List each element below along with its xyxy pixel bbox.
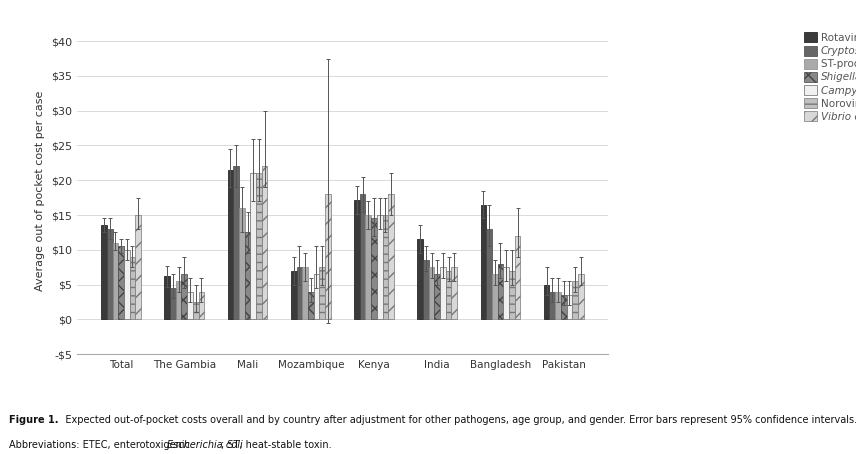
- Bar: [354, 200, 360, 319]
- Bar: [418, 239, 423, 319]
- Bar: [199, 291, 205, 319]
- Bar: [234, 166, 239, 319]
- Bar: [567, 295, 573, 319]
- Bar: [480, 205, 486, 319]
- Bar: [366, 215, 372, 319]
- Bar: [302, 267, 308, 319]
- Bar: [423, 260, 429, 319]
- Bar: [514, 236, 520, 319]
- Bar: [440, 267, 446, 319]
- Text: ; ST, heat-stable toxin.: ; ST, heat-stable toxin.: [221, 440, 331, 450]
- Text: Escherichia coli: Escherichia coli: [167, 440, 242, 450]
- Bar: [451, 267, 457, 319]
- Bar: [497, 264, 503, 319]
- Bar: [509, 271, 514, 319]
- Bar: [296, 267, 302, 319]
- Bar: [319, 267, 325, 319]
- Bar: [434, 274, 440, 319]
- Bar: [262, 166, 267, 319]
- Bar: [187, 291, 193, 319]
- Bar: [256, 173, 262, 319]
- Bar: [556, 291, 561, 319]
- Bar: [107, 229, 112, 319]
- Bar: [377, 215, 383, 319]
- Bar: [170, 288, 175, 319]
- Bar: [544, 285, 550, 319]
- Bar: [124, 250, 129, 319]
- Bar: [573, 281, 578, 319]
- Bar: [486, 229, 492, 319]
- Bar: [372, 218, 377, 319]
- Bar: [389, 194, 394, 319]
- Bar: [383, 215, 389, 319]
- Bar: [291, 271, 296, 319]
- Bar: [446, 271, 451, 319]
- Y-axis label: Average out of pocket cost per case: Average out of pocket cost per case: [35, 90, 45, 291]
- Bar: [118, 247, 124, 319]
- Bar: [550, 291, 556, 319]
- Text: Figure 1.: Figure 1.: [9, 415, 58, 425]
- Bar: [228, 170, 234, 319]
- Bar: [429, 267, 434, 319]
- Text: Abbreviations: ETEC, enterotoxigenic: Abbreviations: ETEC, enterotoxigenic: [9, 440, 193, 450]
- Bar: [181, 274, 187, 319]
- Bar: [492, 274, 497, 319]
- Bar: [101, 226, 107, 319]
- Bar: [561, 295, 567, 319]
- Bar: [129, 257, 135, 319]
- Bar: [308, 291, 313, 319]
- Bar: [313, 274, 319, 319]
- Bar: [360, 194, 366, 319]
- Bar: [164, 276, 170, 319]
- Bar: [578, 274, 584, 319]
- Bar: [325, 194, 330, 319]
- Bar: [239, 208, 245, 319]
- Text: Expected out-of-pocket costs overall and by country after adjustment for other p: Expected out-of-pocket costs overall and…: [56, 415, 856, 425]
- Bar: [112, 243, 118, 319]
- Bar: [175, 281, 181, 319]
- Bar: [135, 215, 141, 319]
- Bar: [245, 232, 251, 319]
- Bar: [503, 267, 509, 319]
- Legend: Rotavirus, Cryptosporidium, ST-producing ETEC, Shigella, Campylobacter jejuni, N: Rotavirus, Cryptosporidium, ST-producing…: [804, 32, 856, 122]
- Bar: [193, 302, 199, 319]
- Bar: [251, 173, 256, 319]
